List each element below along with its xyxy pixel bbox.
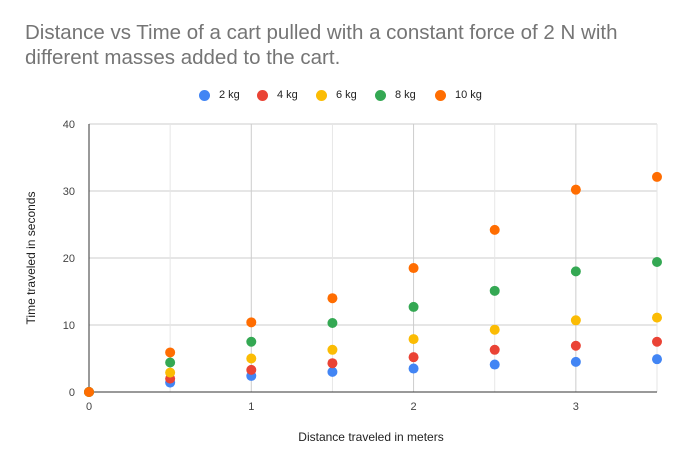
legend-marker-8kg (375, 89, 386, 101)
legend-marker-6kg (316, 89, 327, 101)
data-point-2kg[interactable] (652, 354, 662, 365)
legend-label-8kg: 8 kg (395, 89, 416, 101)
legend-label-6kg: 6 kg (336, 89, 357, 101)
x-tick-label: 0 (86, 401, 92, 413)
data-point-2kg[interactable] (570, 356, 581, 367)
data-point-10kg[interactable] (408, 263, 419, 274)
legend-item-6kg[interactable]: 6 kg (316, 86, 357, 104)
data-point-8kg[interactable] (408, 301, 419, 312)
y-tick-label: 0 (69, 387, 75, 399)
data-point-4kg[interactable] (570, 340, 581, 351)
data-point-4kg[interactable] (327, 358, 338, 369)
chart-title: Distance vs Time of a cart pulled with a… (25, 21, 618, 69)
data-point-10kg[interactable] (327, 293, 338, 304)
legend-label-10kg: 10 kg (455, 89, 482, 101)
legend-item-4kg[interactable]: 4 kg (257, 86, 298, 104)
data-point-10kg[interactable] (165, 347, 176, 358)
data-point-8kg[interactable] (165, 357, 176, 368)
data-point-10kg[interactable] (489, 224, 500, 235)
data-point-8kg[interactable] (246, 336, 257, 347)
legend-item-10kg[interactable]: 10 kg (435, 86, 482, 104)
legend-label-4kg: 4 kg (277, 89, 298, 101)
x-axis-label: Distance traveled in meters (298, 430, 443, 444)
y-tick-label: 20 (63, 253, 75, 265)
data-point-6kg[interactable] (570, 315, 581, 326)
data-point-6kg[interactable] (327, 344, 338, 355)
data-point-8kg[interactable] (489, 285, 500, 296)
y-axis-label: Time traveled in seconds (24, 192, 38, 325)
data-point-2kg[interactable] (327, 366, 338, 377)
y-tick-label: 30 (63, 186, 75, 198)
legend-item-8kg[interactable]: 8 kg (375, 86, 416, 104)
tick-labels: 0 10 20 30 40 0 1 2 3 (63, 119, 579, 413)
data-point-10kg[interactable] (652, 171, 662, 182)
data-point-4kg[interactable] (408, 352, 419, 363)
data-point-8kg[interactable] (327, 317, 338, 328)
x-tick-label: 1 (248, 401, 254, 413)
legend-label-2kg: 2 kg (219, 89, 240, 101)
data-point-2kg[interactable] (489, 359, 500, 370)
legend-marker-10kg (435, 89, 446, 101)
data-point-4kg[interactable] (246, 364, 257, 375)
data-point-6kg[interactable] (408, 334, 419, 345)
y-tick-label: 10 (63, 320, 75, 332)
axes (88, 124, 657, 393)
data-point-4kg[interactable] (489, 344, 500, 355)
data-points (84, 171, 662, 397)
data-point-8kg[interactable] (570, 266, 581, 277)
x-tick-label: 2 (411, 401, 417, 413)
legend-marker-2kg (199, 89, 210, 101)
y-tick-label: 40 (63, 119, 75, 131)
data-point-8kg[interactable] (652, 257, 662, 268)
x-tick-label: 3 (573, 401, 579, 413)
legend-marker-4kg (257, 89, 268, 101)
data-point-10kg[interactable] (246, 317, 257, 328)
legend: 2 kg 4 kg 6 kg 8 kg 10 kg (0, 86, 682, 104)
data-point-4kg[interactable] (652, 336, 662, 347)
data-point-6kg[interactable] (489, 324, 500, 335)
data-point-6kg[interactable] (246, 353, 257, 364)
data-point-10kg[interactable] (84, 387, 94, 397)
data-point-6kg[interactable] (652, 312, 662, 323)
legend-item-2kg[interactable]: 2 kg (199, 86, 240, 104)
data-point-6kg[interactable] (165, 367, 176, 378)
data-point-10kg[interactable] (570, 184, 581, 195)
data-point-2kg[interactable] (408, 363, 419, 374)
